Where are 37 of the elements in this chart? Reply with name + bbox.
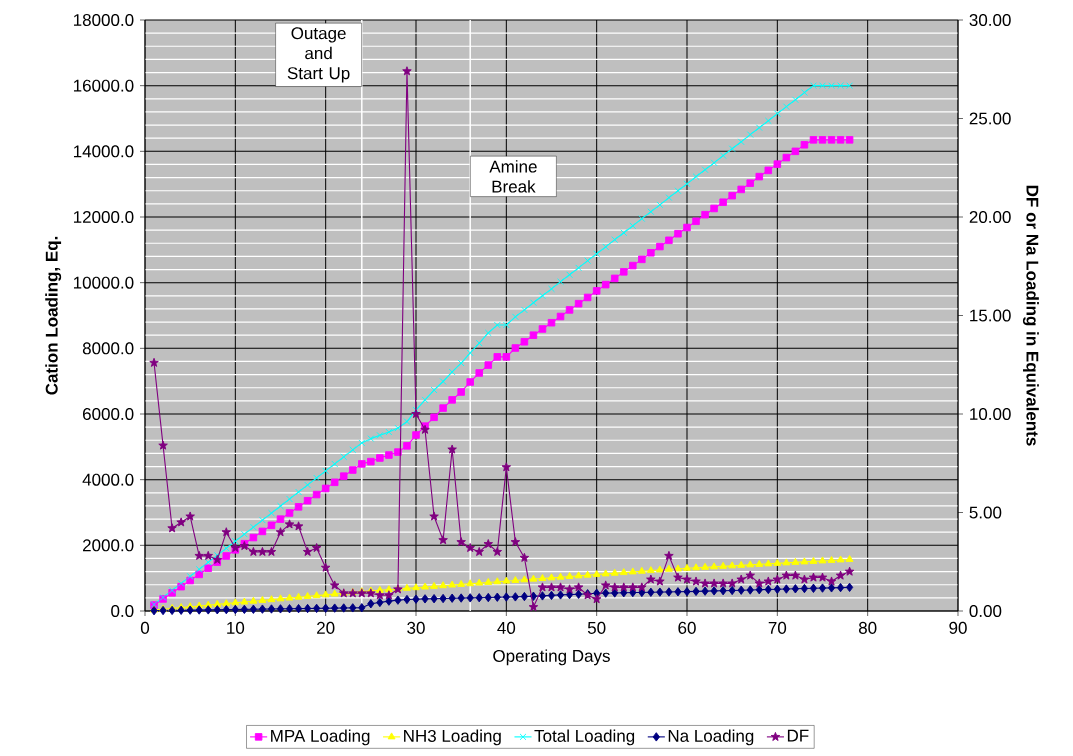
legend-label: Total Loading	[534, 729, 635, 746]
y-tick-label: 10000.0	[73, 276, 134, 289]
y-tick-label: 8000.0	[82, 342, 134, 355]
x-tick-label: 20	[317, 621, 335, 634]
legend-label: MPA Loading	[271, 729, 370, 746]
y2-tick-label: 5.00	[969, 506, 1002, 519]
y2-tick-label: 20.00	[969, 210, 1011, 224]
y-axis-title: Cation Loading, Eq.	[45, 236, 62, 395]
x-axis-title: Operating Days	[493, 649, 610, 666]
x-tick-label: 60	[678, 621, 696, 634]
y-tick-label: 6000.0	[83, 407, 134, 421]
legend-label: Na Loading	[668, 729, 754, 746]
y2-tick-label: 10.00	[970, 407, 1011, 421]
x-tick-label: 80	[858, 621, 877, 634]
x-tick-label: 50	[587, 621, 606, 634]
y2-tick-label: 25.00	[969, 112, 1011, 125]
y-tick-label: 18000.0	[73, 13, 134, 27]
y-tick-label: 14000.0	[73, 145, 134, 158]
y2-tick-label: 15.00	[970, 309, 1011, 322]
ref-line-label: Amine Break	[489, 160, 537, 193]
y-tick-label: 2000.0	[83, 539, 134, 552]
y-tick-label: 0.0	[111, 604, 134, 618]
y-tick-label: 12000.0	[73, 210, 134, 224]
x-tick-label: 0	[140, 621, 150, 634]
y2-tick-label: 0.00	[969, 604, 1002, 618]
x-tick-label: 40	[497, 621, 516, 634]
ref-line-label: Outage and Start Up	[287, 27, 350, 83]
y2-tick-label: 30.00	[969, 13, 1011, 27]
y-tick-label: 4000.0	[82, 473, 134, 486]
y-tick-label: 16000.0	[73, 79, 134, 92]
x-tick-label: 30	[407, 621, 425, 634]
y2-axis-title: DF or Na Loading in Equivalents	[1022, 185, 1039, 446]
legend-label: NH3 Loading	[404, 729, 501, 746]
x-tick-label: 90	[949, 621, 967, 634]
x-tick-label: 10	[227, 621, 245, 634]
legend-label: DF	[787, 729, 809, 742]
x-tick-label: 70	[768, 621, 787, 634]
